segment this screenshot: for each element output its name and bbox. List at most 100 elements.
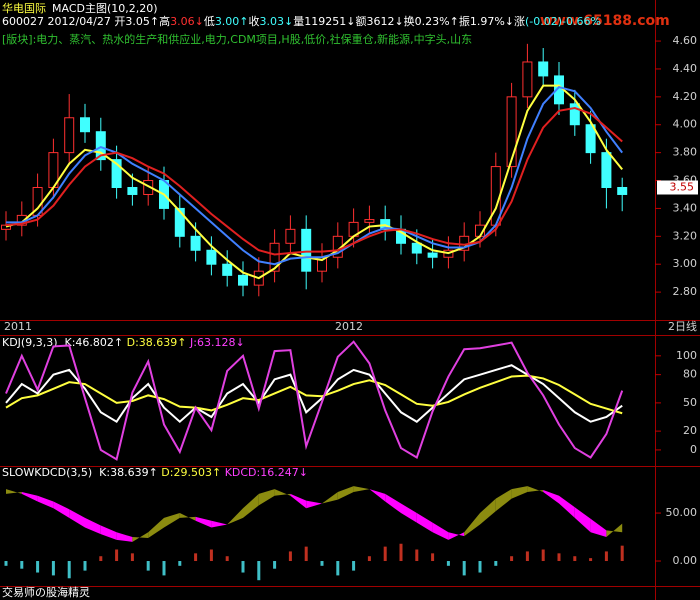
candle-body (522, 61, 533, 98)
kdcd-bar (209, 549, 213, 562)
header-segment: 3.00↑ (215, 15, 249, 28)
y-tick-label: 4.20 (673, 90, 698, 103)
kdcd-bar (178, 561, 182, 566)
kd-band (432, 522, 449, 540)
header-segment: 收 (249, 14, 260, 28)
candle-body (206, 249, 217, 265)
kd-band (448, 532, 465, 540)
y-tick-label: 50 (683, 396, 697, 409)
kd-band (148, 517, 164, 538)
kdcd-bar (130, 553, 134, 562)
kd-band (385, 493, 401, 514)
y-tick-label: 4.60 (673, 34, 698, 47)
kdcd-bar (494, 561, 498, 566)
header-segment: K:46.802↑ (65, 336, 127, 349)
kd-band (527, 486, 544, 492)
indicator-line (5, 374, 623, 415)
kd-band (243, 493, 259, 518)
kd-band (464, 513, 480, 537)
kd-band (100, 525, 117, 540)
y-tick-label: 20 (683, 424, 697, 437)
kdcd-bar (320, 561, 324, 566)
kdcd-bar (194, 553, 198, 562)
kdcd-bar (67, 561, 71, 579)
kdcd-bar (36, 561, 40, 573)
price-tag (657, 180, 698, 195)
kdcd-bar (51, 561, 55, 576)
kd-band (495, 489, 512, 512)
kd-band (543, 490, 559, 504)
kdcd-bar (510, 556, 514, 562)
y-tick-label: 3.40 (673, 201, 698, 214)
kdcd-bar (604, 551, 608, 562)
kdcd-bar (525, 551, 529, 562)
moving-average-line (5, 84, 623, 280)
candle-body (601, 152, 612, 188)
header-segment: KDJ(9,3,3) (2, 336, 65, 349)
header-line: KDJ(9,3,3) K:46.802↑ D:38.639↑ J:63.128↓ (2, 336, 245, 349)
kdcd-bar (162, 561, 166, 576)
kdcd-bar (273, 561, 277, 569)
stock-name: 华电国际 (2, 1, 46, 15)
header-segment: D:29.503↑ (161, 466, 224, 479)
kdcd-bar (462, 561, 466, 576)
indicator-line (5, 364, 623, 424)
date-label: 2012 (335, 320, 363, 333)
kdcd-bar (383, 546, 387, 562)
kdcd-bar (146, 561, 150, 571)
kd-band (258, 489, 275, 506)
kd-band (116, 532, 133, 542)
candle-body (538, 61, 549, 77)
indicator-name: MACD主图(10,2,20) (52, 2, 158, 15)
kdcd-bar (241, 561, 245, 573)
date-label: 2011 (4, 320, 32, 333)
y-tick-label: 4.00 (673, 118, 698, 131)
kd-band (416, 513, 433, 533)
kdcd-bar (415, 549, 419, 562)
sector-tags: [版块]:电力、蒸汽、热水的生产和供应业,电力,CDM项目,H股,低价,社保重仓… (2, 32, 472, 46)
header-segment: D:38.639↑ (127, 336, 190, 349)
candle-body (506, 96, 517, 168)
candle-body (111, 159, 122, 189)
header-segment: 3.03↓ (260, 15, 294, 28)
kdcd-bar (257, 561, 261, 581)
y-tick-label: 3.00 (673, 257, 698, 270)
kdcd-bar (288, 551, 292, 562)
watermark: www.65188.com (540, 13, 670, 29)
kd-band (353, 486, 370, 492)
kd-band (401, 503, 417, 523)
kd-band (69, 509, 85, 528)
kdcd-bar (478, 561, 482, 573)
kdcd-bar (352, 561, 356, 571)
kdcd-bar (446, 561, 450, 566)
kd-band (211, 520, 228, 528)
header-segment: SLOWKDCD(3,5) (2, 466, 99, 479)
candle-body (269, 242, 280, 272)
kd-band (574, 507, 591, 533)
kd-band (559, 495, 575, 518)
kdcd-bar (115, 549, 119, 562)
candle-body (285, 228, 296, 244)
candle-body (364, 219, 375, 223)
header-segment: K:38.639↑ (99, 466, 161, 479)
kd-band (132, 532, 149, 542)
kdcd-bar (336, 561, 340, 576)
kdcd-bar (225, 556, 229, 562)
kd-band (37, 495, 54, 509)
kdcd-bar (4, 561, 8, 566)
moving-average-line (6, 85, 623, 266)
header-segment: 高 (159, 14, 170, 28)
kd-band (369, 489, 386, 502)
header-segment: J:63.128↓ (189, 336, 245, 349)
chart-title-line: 华电国际 MACD主图(10,2,20) (2, 1, 158, 15)
candle-body (127, 187, 138, 195)
header-segment: 600027 2012/04/27 开3.05↑ (2, 15, 159, 28)
candle-body (569, 103, 580, 126)
candle-body (585, 124, 596, 154)
candle-body (64, 117, 75, 154)
kd-band (606, 523, 623, 538)
kd-band (6, 489, 22, 494)
kdcd-bar (620, 545, 624, 562)
kdcd-bar (367, 556, 371, 562)
